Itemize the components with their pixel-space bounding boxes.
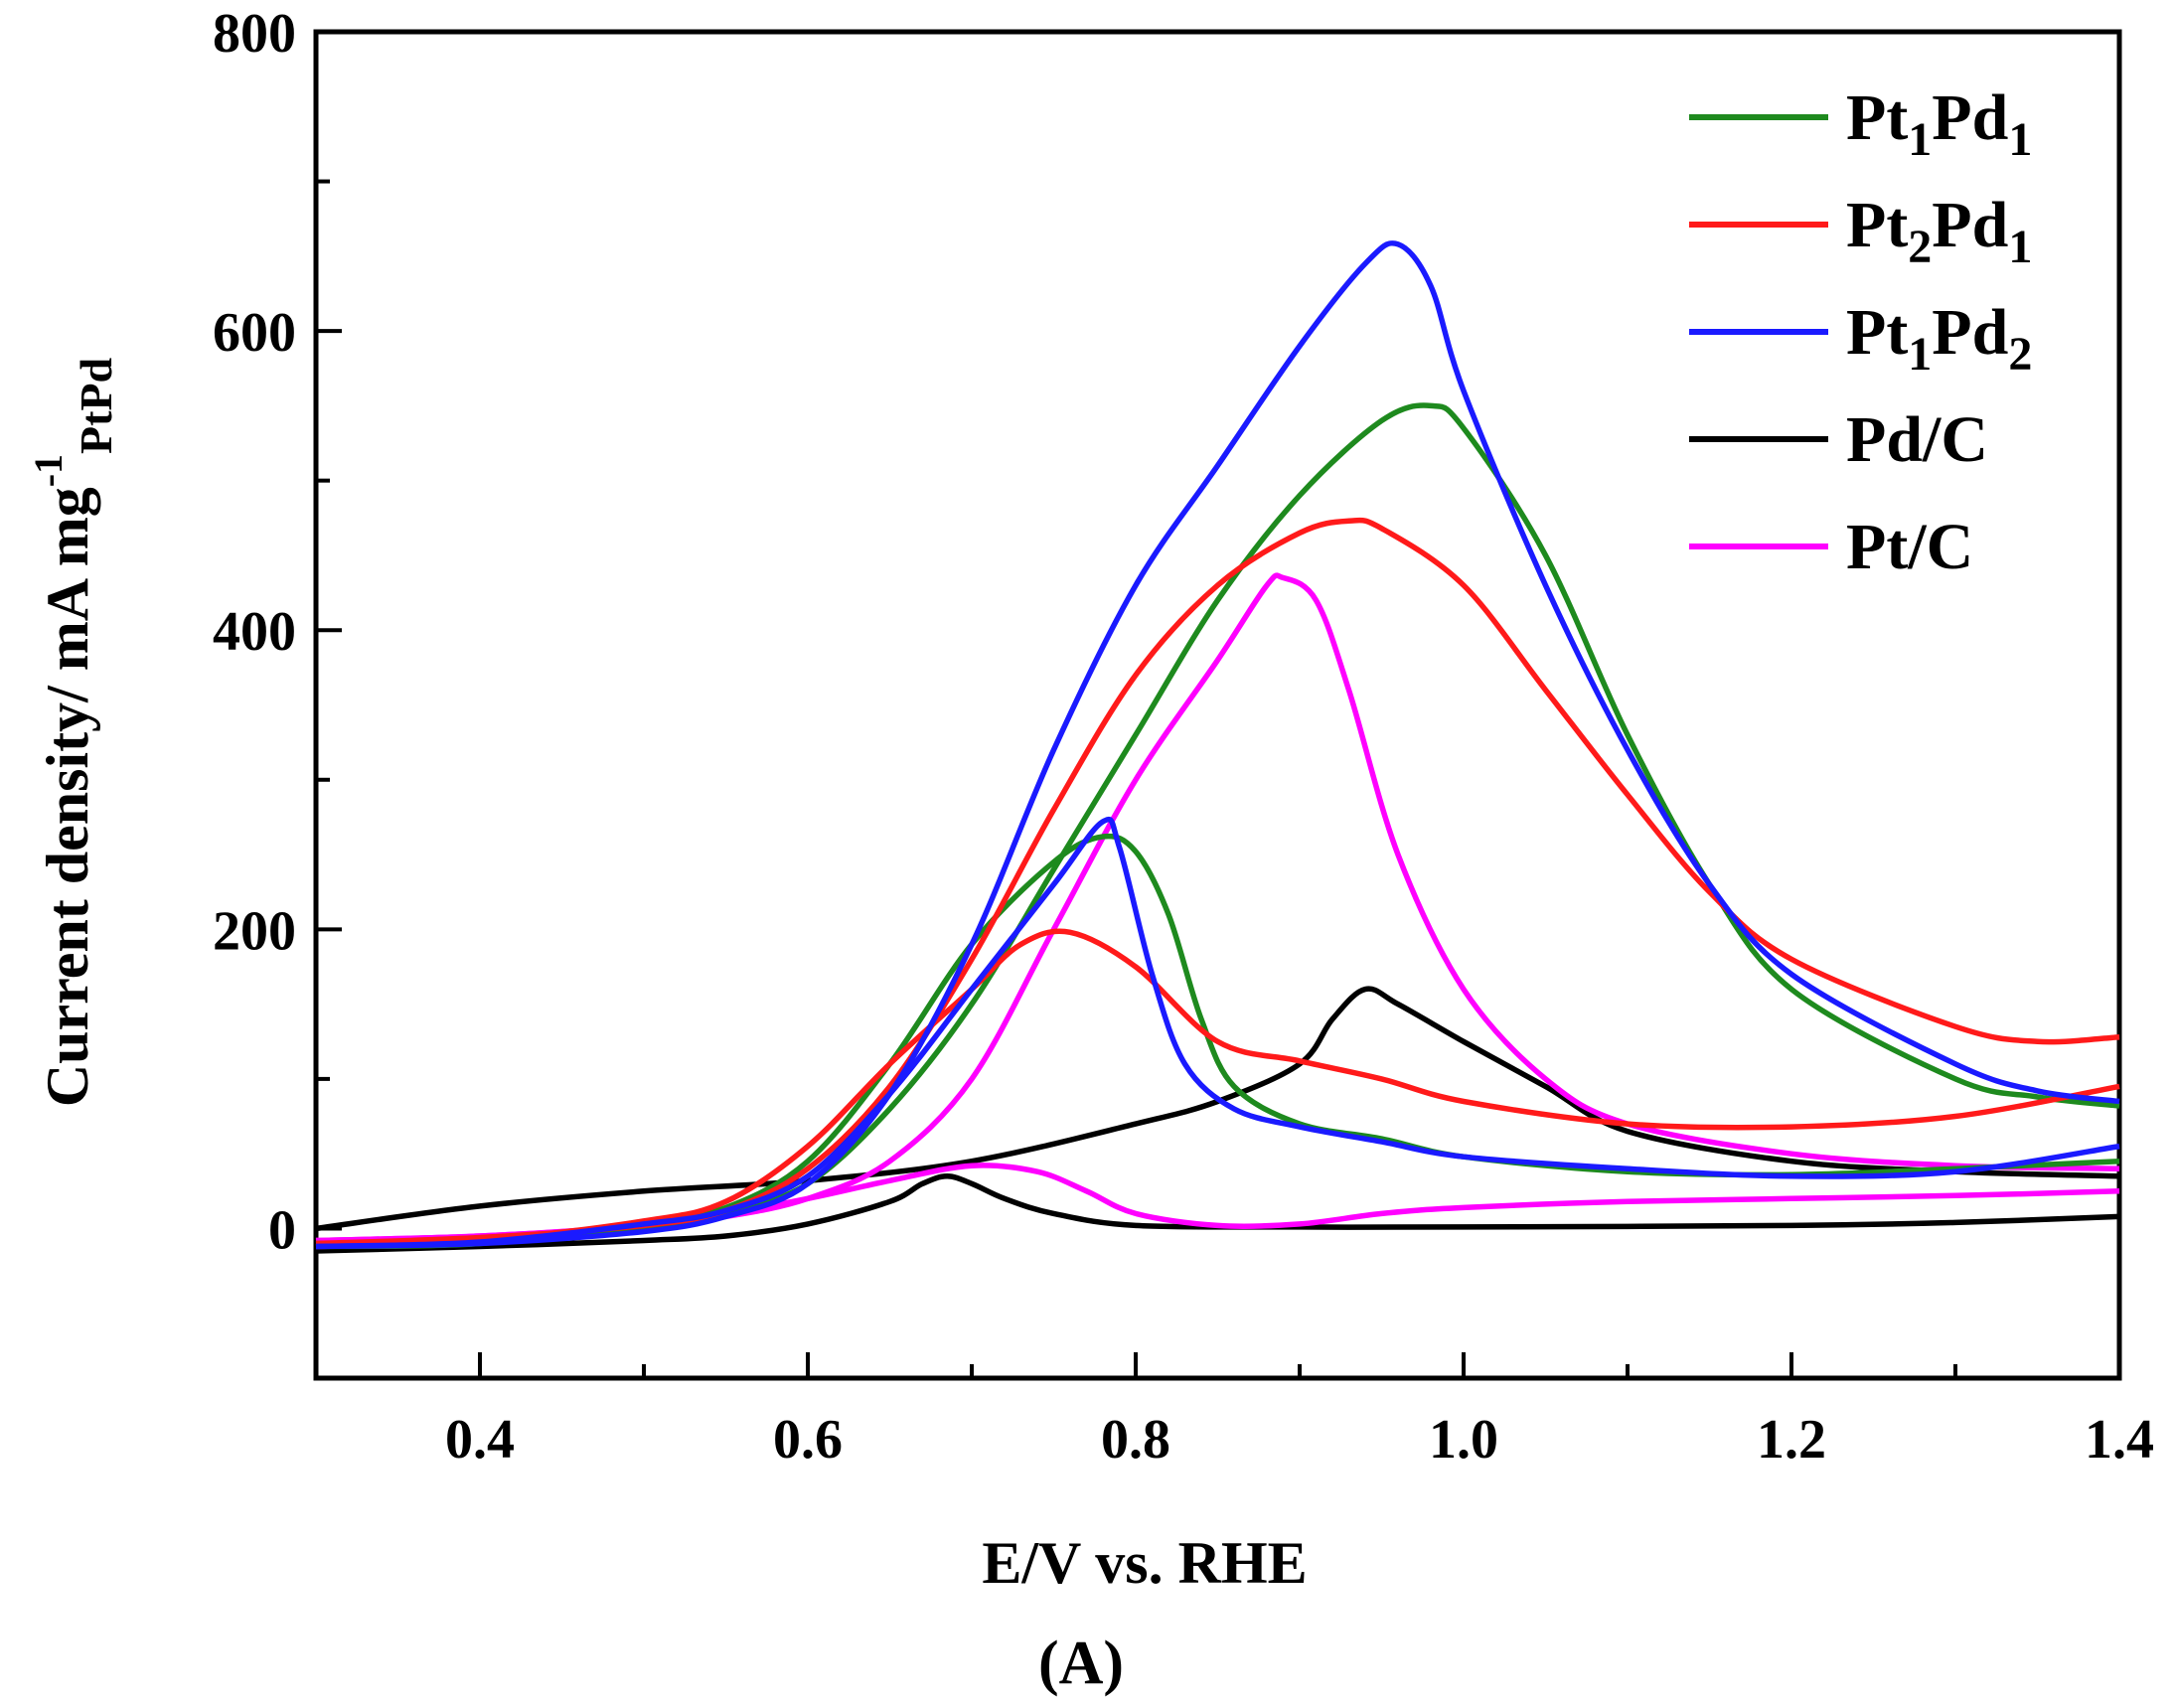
series-layer (315, 240, 2120, 1254)
y-tick-label: 800 (213, 3, 296, 65)
series-pt1pd2-forward-scan (315, 816, 2120, 1250)
y-axis-title-sup: -1 (26, 454, 71, 487)
legend-label-pd-c: Pd/C (1846, 403, 1988, 476)
x-axis-title: E/V vs. RHE (982, 1530, 1307, 1596)
legend-label-pt2pd1: Pt2Pd1 (1846, 189, 2032, 273)
y-tick-label: 200 (213, 900, 296, 962)
series-pt2pd1-forward-scan (315, 928, 2120, 1250)
legend-label-pt-c: Pt/C (1846, 511, 1973, 583)
series-pd-c-backward-scan (315, 1173, 2120, 1254)
x-tick-label: 1.2 (1757, 1409, 1826, 1471)
series-pt-c-forward-scan (315, 572, 2120, 1244)
svg-text:Current density/ mA mg-1PtPd: Current density/ mA mg-1PtPd (26, 357, 121, 1107)
legend-label-pt1pd2: Pt1Pd2 (1846, 296, 2032, 381)
x-tick-label: 1.4 (2085, 1409, 2154, 1471)
axis-ticks: 0.4 0.6 0.8 1.0 1.2 1.4 0 200 400 600 800 (213, 3, 2154, 1471)
y-tick-label: 600 (213, 302, 296, 364)
legend-label-pt1pd1: Pt1Pd1 (1846, 81, 2032, 166)
x-tick-label: 1.0 (1429, 1409, 1498, 1471)
x-tick-label: 0.4 (445, 1409, 515, 1471)
y-axis-title-sub: PtPd (71, 357, 121, 454)
series-pt1pd2-backward-scan (315, 240, 2120, 1250)
y-axis-title-main: Current density/ mA mg (35, 487, 100, 1107)
y-tick-label: 400 (213, 601, 296, 663)
legend: Pt1Pd1 Pt2Pd1 Pt1Pd2 Pd/C Pt/C (1689, 81, 2032, 583)
series-pd-c-forward-scan (315, 986, 2120, 1232)
series-pt2pd1-backward-scan (315, 517, 2120, 1247)
x-tick-label: 0.8 (1101, 1409, 1170, 1471)
panel-label: (A) (1038, 1630, 1124, 1697)
y-axis-title: Current density/ mA mg-1PtPd (26, 357, 121, 1107)
y-tick-label: 0 (268, 1199, 296, 1261)
x-tick-label: 0.6 (773, 1409, 843, 1471)
plot-area-frame (313, 29, 2122, 1381)
